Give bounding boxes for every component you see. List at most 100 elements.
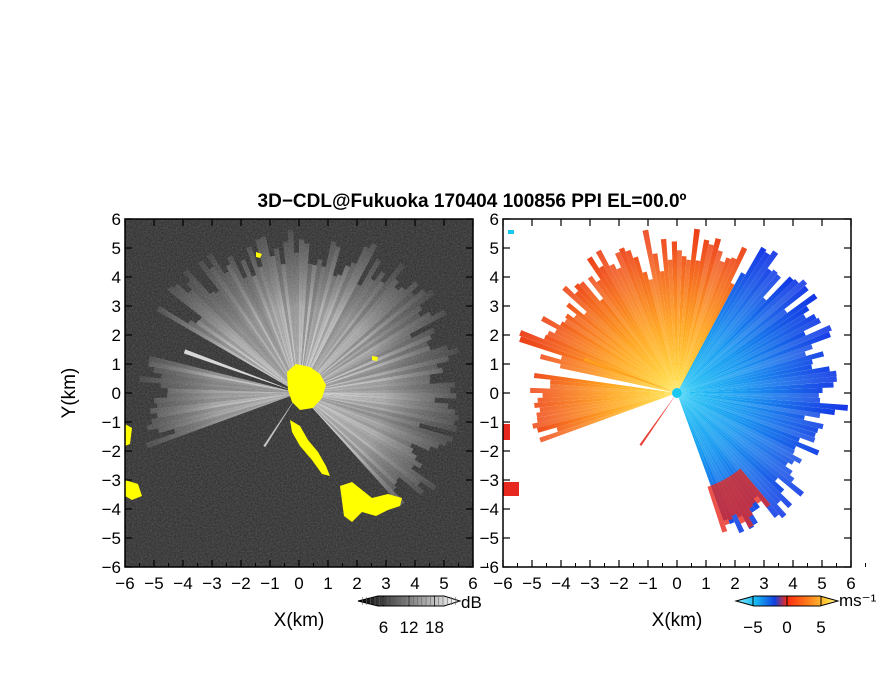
echo-fragment bbox=[503, 482, 519, 496]
echo-wedge bbox=[681, 331, 831, 392]
echo-wedge bbox=[681, 394, 820, 456]
echo-wedge bbox=[532, 394, 673, 429]
y-tick-label: 5 bbox=[490, 239, 499, 258]
echo-wedge bbox=[681, 370, 837, 393]
echo-wedge bbox=[547, 330, 673, 391]
echo-wedge bbox=[678, 237, 722, 389]
y-tick-label: 0 bbox=[490, 384, 499, 403]
velocity-echo-sector bbox=[503, 228, 849, 534]
echo-wedge bbox=[726, 476, 754, 518]
echo-wedge bbox=[681, 331, 806, 391]
echo-wedge bbox=[519, 330, 673, 392]
echo-wedge bbox=[677, 228, 700, 389]
echo-wedge bbox=[710, 484, 730, 526]
echo-wedge bbox=[625, 249, 676, 389]
colorbar-tick-label: −5 bbox=[743, 618, 762, 637]
echo-wedge bbox=[681, 351, 825, 392]
echo-wedge bbox=[680, 297, 767, 390]
x-axis-label-left: X(km) bbox=[274, 610, 325, 631]
echo-wedge bbox=[566, 302, 674, 390]
x-tick-label: 4 bbox=[788, 574, 797, 593]
echo-wedge bbox=[618, 247, 676, 389]
y-tick-label: −4 bbox=[102, 500, 121, 519]
flag-region bbox=[256, 252, 262, 258]
echo-wedge bbox=[595, 249, 675, 389]
echo-wedge bbox=[534, 393, 673, 408]
echo-wedge bbox=[541, 316, 673, 391]
echo-wedge bbox=[536, 394, 673, 433]
echo-wedge bbox=[681, 393, 805, 420]
reflectivity-colorbar: dB 6 12 18 bbox=[357, 593, 482, 637]
y-tick-label: −1 bbox=[102, 413, 121, 432]
echo-wedge bbox=[677, 260, 701, 389]
x-tick-label: 1 bbox=[323, 574, 332, 593]
y-tick-label: −3 bbox=[102, 471, 121, 490]
velocity-colorbar: ms⁻¹ −5 0 5 bbox=[734, 591, 877, 637]
reflectivity-flag-regions bbox=[125, 252, 402, 522]
echo-wedge bbox=[615, 251, 676, 389]
echo-wedge bbox=[680, 396, 779, 482]
echo-wedge bbox=[681, 313, 817, 391]
echo-wedge bbox=[659, 270, 677, 389]
echo-wedge bbox=[574, 283, 674, 390]
echo-wedge bbox=[677, 259, 691, 389]
y-tick-label: −6 bbox=[480, 558, 499, 577]
reflectivity-colorbar-unit: dB bbox=[461, 593, 482, 612]
radar-center bbox=[672, 388, 682, 398]
x-tick-label: −2 bbox=[231, 574, 250, 593]
echo-wedge bbox=[530, 387, 673, 393]
x-tick-label: −6 bbox=[115, 574, 134, 593]
echo-wedge bbox=[536, 393, 673, 423]
echo-wedge bbox=[679, 246, 748, 389]
echo-wedge bbox=[681, 395, 793, 476]
x-tick-label: 2 bbox=[730, 574, 739, 593]
echo-wedge bbox=[609, 263, 675, 389]
y-tick-label: 0 bbox=[112, 384, 121, 403]
x-axis-label-right: X(km) bbox=[652, 610, 703, 631]
echo-wedge bbox=[680, 273, 781, 390]
flag-region bbox=[372, 356, 378, 361]
flag-region bbox=[340, 482, 402, 522]
y-tick-label: 6 bbox=[490, 210, 499, 229]
echo-wedge bbox=[677, 256, 687, 389]
echo-wedge bbox=[648, 279, 676, 389]
echo-wedge bbox=[677, 239, 710, 389]
y-tick-label: 2 bbox=[490, 326, 499, 345]
echo-wedge bbox=[556, 394, 673, 432]
echo-wedge bbox=[536, 393, 673, 418]
echo-wedge bbox=[679, 272, 746, 389]
echo-wedge bbox=[681, 351, 807, 392]
colorbar-tick-label: 12 bbox=[400, 618, 419, 637]
echo-wedge bbox=[680, 396, 781, 505]
echo-wedge bbox=[678, 250, 723, 389]
echo-wedge bbox=[596, 279, 675, 389]
x-tick-label: −5 bbox=[522, 574, 541, 593]
echo-wedge bbox=[680, 269, 778, 390]
echo-wedge bbox=[599, 298, 674, 390]
echo-wedge bbox=[681, 393, 821, 419]
x-tick-label: 0 bbox=[294, 574, 303, 593]
echo-wedge bbox=[723, 478, 754, 529]
echo-wedge bbox=[680, 396, 785, 494]
y-tick-label: 6 bbox=[112, 210, 121, 229]
y-tick-label: −2 bbox=[480, 442, 499, 461]
echo-wedge bbox=[544, 334, 673, 392]
echo-wedge bbox=[713, 483, 733, 521]
colorbar-tick-label: 6 bbox=[379, 618, 388, 637]
echo-wedge bbox=[681, 317, 821, 391]
y-tick-label: 1 bbox=[112, 355, 121, 374]
flag-region bbox=[287, 364, 326, 410]
echo-wedge bbox=[539, 394, 673, 443]
y-tick-label: 4 bbox=[490, 268, 499, 287]
y-tick-label: −4 bbox=[480, 500, 499, 519]
echo-wedge bbox=[681, 395, 803, 464]
colorbar-tick-label: 0 bbox=[782, 618, 791, 637]
echo-wedge bbox=[550, 384, 673, 393]
y-tick-label: 3 bbox=[112, 297, 121, 316]
x-tick-label: −1 bbox=[638, 574, 657, 593]
x-tick-label: −2 bbox=[609, 574, 628, 593]
echo-wedge bbox=[633, 256, 676, 389]
echo-wedge bbox=[681, 376, 837, 393]
x-tick-label: 0 bbox=[672, 574, 681, 593]
